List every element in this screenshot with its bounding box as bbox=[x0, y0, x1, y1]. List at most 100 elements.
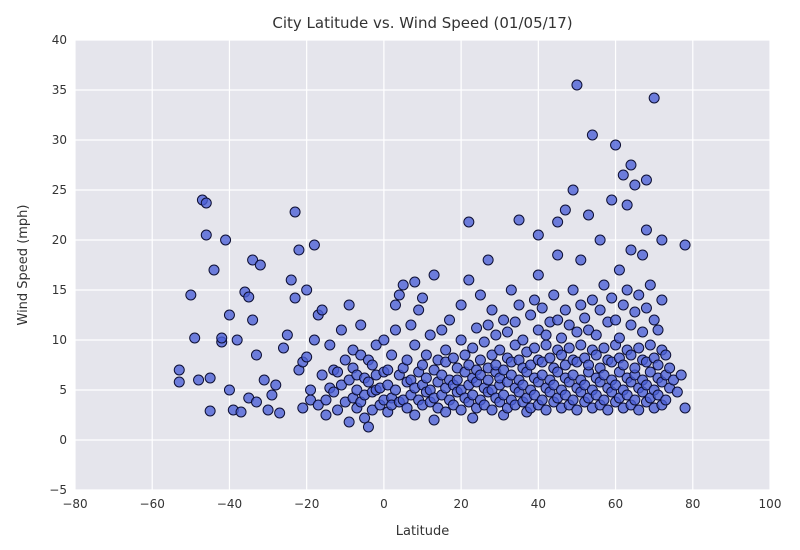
scatter-point bbox=[611, 140, 621, 150]
scatter-point bbox=[456, 405, 466, 415]
scatter-point bbox=[657, 295, 667, 305]
y-tick-label: 40 bbox=[52, 33, 67, 47]
scatter-point bbox=[302, 352, 312, 362]
scatter-point bbox=[190, 333, 200, 343]
scatter-point bbox=[356, 320, 366, 330]
scatter-point bbox=[568, 185, 578, 195]
scatter-point bbox=[653, 325, 663, 335]
x-tick-label: −40 bbox=[217, 497, 242, 511]
x-tick-label: 80 bbox=[685, 497, 700, 511]
plot-bg bbox=[75, 40, 770, 490]
scatter-point bbox=[630, 307, 640, 317]
scatter-point bbox=[317, 370, 327, 380]
scatter-point bbox=[645, 340, 655, 350]
scatter-point bbox=[414, 305, 424, 315]
scatter-point bbox=[209, 265, 219, 275]
scatter-point bbox=[309, 240, 319, 250]
y-axis-label: Wind Speed (mph) bbox=[16, 205, 31, 326]
scatter-point bbox=[560, 205, 570, 215]
scatter-point bbox=[344, 417, 354, 427]
scatter-point bbox=[564, 343, 574, 353]
scatter-point bbox=[390, 385, 400, 395]
scatter-point bbox=[549, 290, 559, 300]
scatter-point bbox=[398, 280, 408, 290]
scatter-point bbox=[410, 340, 420, 350]
y-tick-label: −5 bbox=[49, 483, 67, 497]
scatter-point bbox=[630, 180, 640, 190]
scatter-point bbox=[645, 280, 655, 290]
scatter-point bbox=[394, 290, 404, 300]
scatter-point bbox=[541, 330, 551, 340]
scatter-point bbox=[306, 385, 316, 395]
scatter-point bbox=[499, 315, 509, 325]
y-tick-label: 30 bbox=[52, 133, 67, 147]
scatter-point bbox=[626, 320, 636, 330]
scatter-point bbox=[479, 337, 489, 347]
scatter-point bbox=[595, 235, 605, 245]
scatter-point bbox=[468, 343, 478, 353]
scatter-point bbox=[448, 353, 458, 363]
scatter-point bbox=[518, 335, 528, 345]
scatter-point bbox=[533, 270, 543, 280]
scatter-point bbox=[649, 93, 659, 103]
scatter-point bbox=[622, 285, 632, 295]
y-tick-label: 20 bbox=[52, 233, 67, 247]
scatter-point bbox=[174, 377, 184, 387]
scatter-point bbox=[502, 327, 512, 337]
scatter-point bbox=[468, 413, 478, 423]
scatter-point bbox=[665, 363, 675, 373]
scatter-point bbox=[491, 330, 501, 340]
scatter-point bbox=[217, 333, 227, 343]
scatter-point bbox=[630, 395, 640, 405]
scatter-point bbox=[367, 360, 377, 370]
scatter-point bbox=[344, 300, 354, 310]
scatter-point bbox=[290, 207, 300, 217]
scatter-point bbox=[251, 397, 261, 407]
scatter-point bbox=[626, 160, 636, 170]
scatter-point bbox=[587, 130, 597, 140]
scatter-point bbox=[587, 295, 597, 305]
scatter-point bbox=[290, 293, 300, 303]
scatter-point bbox=[576, 255, 586, 265]
scatter-point bbox=[661, 350, 671, 360]
scatter-point bbox=[584, 210, 594, 220]
scatter-point bbox=[205, 406, 215, 416]
scatter-point bbox=[487, 305, 497, 315]
scatter-point bbox=[618, 300, 628, 310]
x-tick-label: 0 bbox=[380, 497, 388, 511]
scatter-point bbox=[321, 410, 331, 420]
scatter-point bbox=[464, 217, 474, 227]
scatter-point bbox=[259, 375, 269, 385]
scatter-point bbox=[611, 315, 621, 325]
scatter-point bbox=[641, 303, 651, 313]
scatter-point bbox=[263, 405, 273, 415]
scatter-point bbox=[638, 327, 648, 337]
scatter-point bbox=[294, 245, 304, 255]
scatter-point bbox=[483, 375, 493, 385]
scatter-point bbox=[441, 345, 451, 355]
scatter-point bbox=[425, 330, 435, 340]
scatter-point bbox=[472, 323, 482, 333]
scatter-point bbox=[541, 405, 551, 415]
scatter-point bbox=[390, 325, 400, 335]
scatter-point bbox=[224, 385, 234, 395]
x-tick-label: −60 bbox=[140, 497, 165, 511]
x-tick-label: 20 bbox=[453, 497, 468, 511]
scatter-point bbox=[201, 198, 211, 208]
scatter-point bbox=[680, 240, 690, 250]
scatter-point bbox=[456, 335, 466, 345]
y-tick-label: 35 bbox=[52, 83, 67, 97]
scatter-point bbox=[630, 363, 640, 373]
scatter-point bbox=[614, 333, 624, 343]
scatter-point bbox=[572, 80, 582, 90]
scatter-point bbox=[360, 413, 370, 423]
scatter-point bbox=[537, 395, 547, 405]
chart-title: City Latitude vs. Wind Speed (01/05/17) bbox=[272, 14, 572, 32]
scatter-point bbox=[275, 408, 285, 418]
scatter-point bbox=[174, 365, 184, 375]
scatter-point bbox=[410, 410, 420, 420]
scatter-point bbox=[325, 340, 335, 350]
scatter-point bbox=[672, 387, 682, 397]
scatter-point bbox=[529, 343, 539, 353]
scatter-point bbox=[634, 343, 644, 353]
